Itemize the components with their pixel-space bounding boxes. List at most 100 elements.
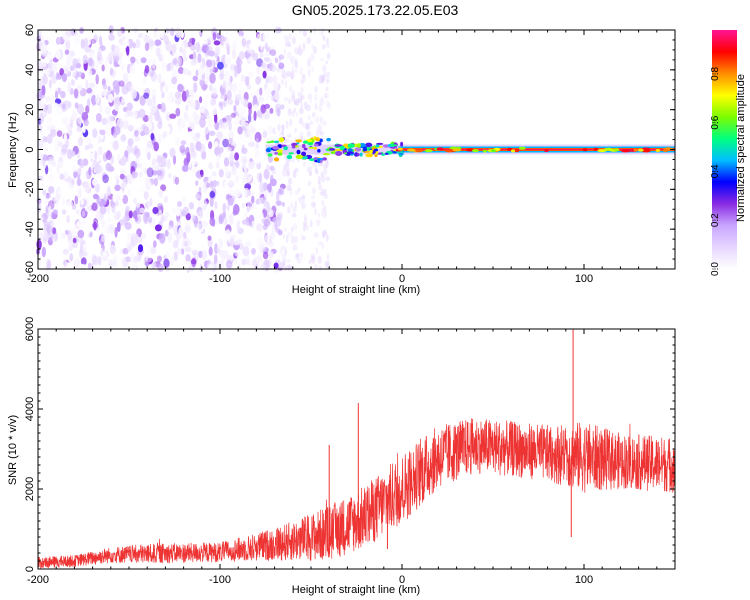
heat-cell: [164, 229, 169, 237]
heat-cell: [319, 138, 323, 143]
heat-cell: [272, 146, 280, 150]
heat-cell: [96, 172, 103, 179]
heat-cell: [50, 74, 57, 84]
heat-cell: [294, 128, 297, 133]
heat-cell: [127, 124, 134, 132]
heat-cell: [223, 180, 228, 189]
heat-cell: [98, 35, 103, 46]
heat-cell: [171, 76, 178, 85]
heat-cell: [73, 258, 81, 268]
heat-cell: [274, 151, 279, 155]
heat-cell: [165, 252, 170, 259]
heat-cell: [238, 82, 242, 90]
heat-cell: [159, 232, 166, 244]
heat-cell: [326, 52, 331, 60]
heat-cell: [195, 180, 199, 187]
heat-cell: [65, 209, 69, 215]
heat-cell: [182, 56, 188, 62]
x-tick-label: 0: [399, 273, 405, 285]
heat-cell: [101, 90, 108, 97]
heat-cell: [514, 149, 520, 153]
heat-cell: [163, 258, 170, 268]
heat-cell: [97, 135, 102, 144]
heat-cell: [218, 119, 224, 126]
heat-cell: [216, 238, 222, 250]
heat-cell: [316, 128, 319, 138]
heat-cell: [322, 157, 327, 161]
heat-cell: [211, 87, 217, 97]
heat-cell: [156, 255, 163, 263]
heat-cell: [103, 192, 109, 201]
heat-cell: [171, 79, 179, 88]
heat-cell: [149, 112, 153, 123]
heat-cell: [275, 56, 280, 66]
heat-cell: [160, 111, 164, 119]
heat-cell: [150, 246, 157, 255]
heat-cell: [215, 161, 220, 169]
heat-cell: [129, 64, 136, 74]
heat-cell: [62, 58, 66, 66]
heat-cell: [266, 75, 274, 84]
heat-cell: [314, 102, 318, 111]
heat-cell: [381, 153, 386, 156]
heat-cell: [225, 30, 229, 37]
heat-cell: [58, 37, 65, 44]
heat-cell: [294, 58, 298, 64]
heat-cell: [65, 38, 71, 49]
heat-cell: [179, 120, 186, 129]
heat-cell: [135, 38, 141, 49]
heat-cell: [633, 148, 638, 152]
heat-cell: [62, 248, 69, 255]
heat-cell: [149, 148, 154, 155]
heat-cell: [95, 211, 103, 221]
heat-cell: [182, 206, 190, 215]
heat-cell: [209, 98, 214, 107]
heat-cell: [234, 152, 240, 161]
heat-cell: [59, 68, 64, 76]
heat-cell: [83, 181, 90, 193]
heat-cell: [217, 136, 225, 142]
heat-cell: [244, 76, 250, 83]
heat-cell: [290, 235, 295, 245]
heat-cell: [70, 119, 74, 128]
heat-cell: [302, 121, 305, 128]
heat-cell: [169, 147, 176, 158]
heat-cell: [105, 238, 112, 246]
heat-cell: [178, 230, 183, 239]
heat-cell: [48, 79, 52, 89]
heat-cell: [79, 160, 85, 169]
heat-cell: [67, 224, 73, 232]
heat-cell: [80, 38, 85, 50]
heat-cell: [262, 251, 269, 260]
heat-cell: [321, 95, 324, 102]
heat-cell: [94, 61, 100, 71]
heat-cell: [146, 167, 154, 178]
heat-cell: [139, 257, 145, 268]
heat-cell: [231, 69, 236, 76]
heat-cell: [90, 165, 94, 171]
heat-cell: [191, 37, 195, 46]
heat-cell: [167, 93, 173, 104]
heat-cell: [143, 211, 149, 223]
heat-cell: [166, 63, 171, 72]
heat-cell: [69, 65, 75, 72]
heat-cell: [208, 130, 216, 136]
heat-cell: [301, 194, 305, 199]
heat-cell: [219, 213, 224, 220]
heat-cell: [292, 36, 296, 45]
heat-cell: [326, 253, 330, 261]
heat-cell: [193, 218, 199, 228]
y-tick-label: 0: [24, 146, 36, 152]
y-tick-label: 20: [24, 104, 36, 116]
heat-cell: [279, 104, 285, 110]
heat-cell: [312, 187, 316, 195]
heat-cell: [204, 180, 209, 190]
heat-cell: [130, 56, 136, 63]
heat-cell: [235, 175, 239, 183]
heat-cell: [247, 102, 252, 110]
colorbar-tick-label: 0.4: [710, 164, 721, 178]
heat-cell: [74, 34, 81, 45]
heat-cell: [87, 143, 94, 149]
heat-cell: [287, 232, 292, 237]
heat-cell: [139, 187, 144, 194]
